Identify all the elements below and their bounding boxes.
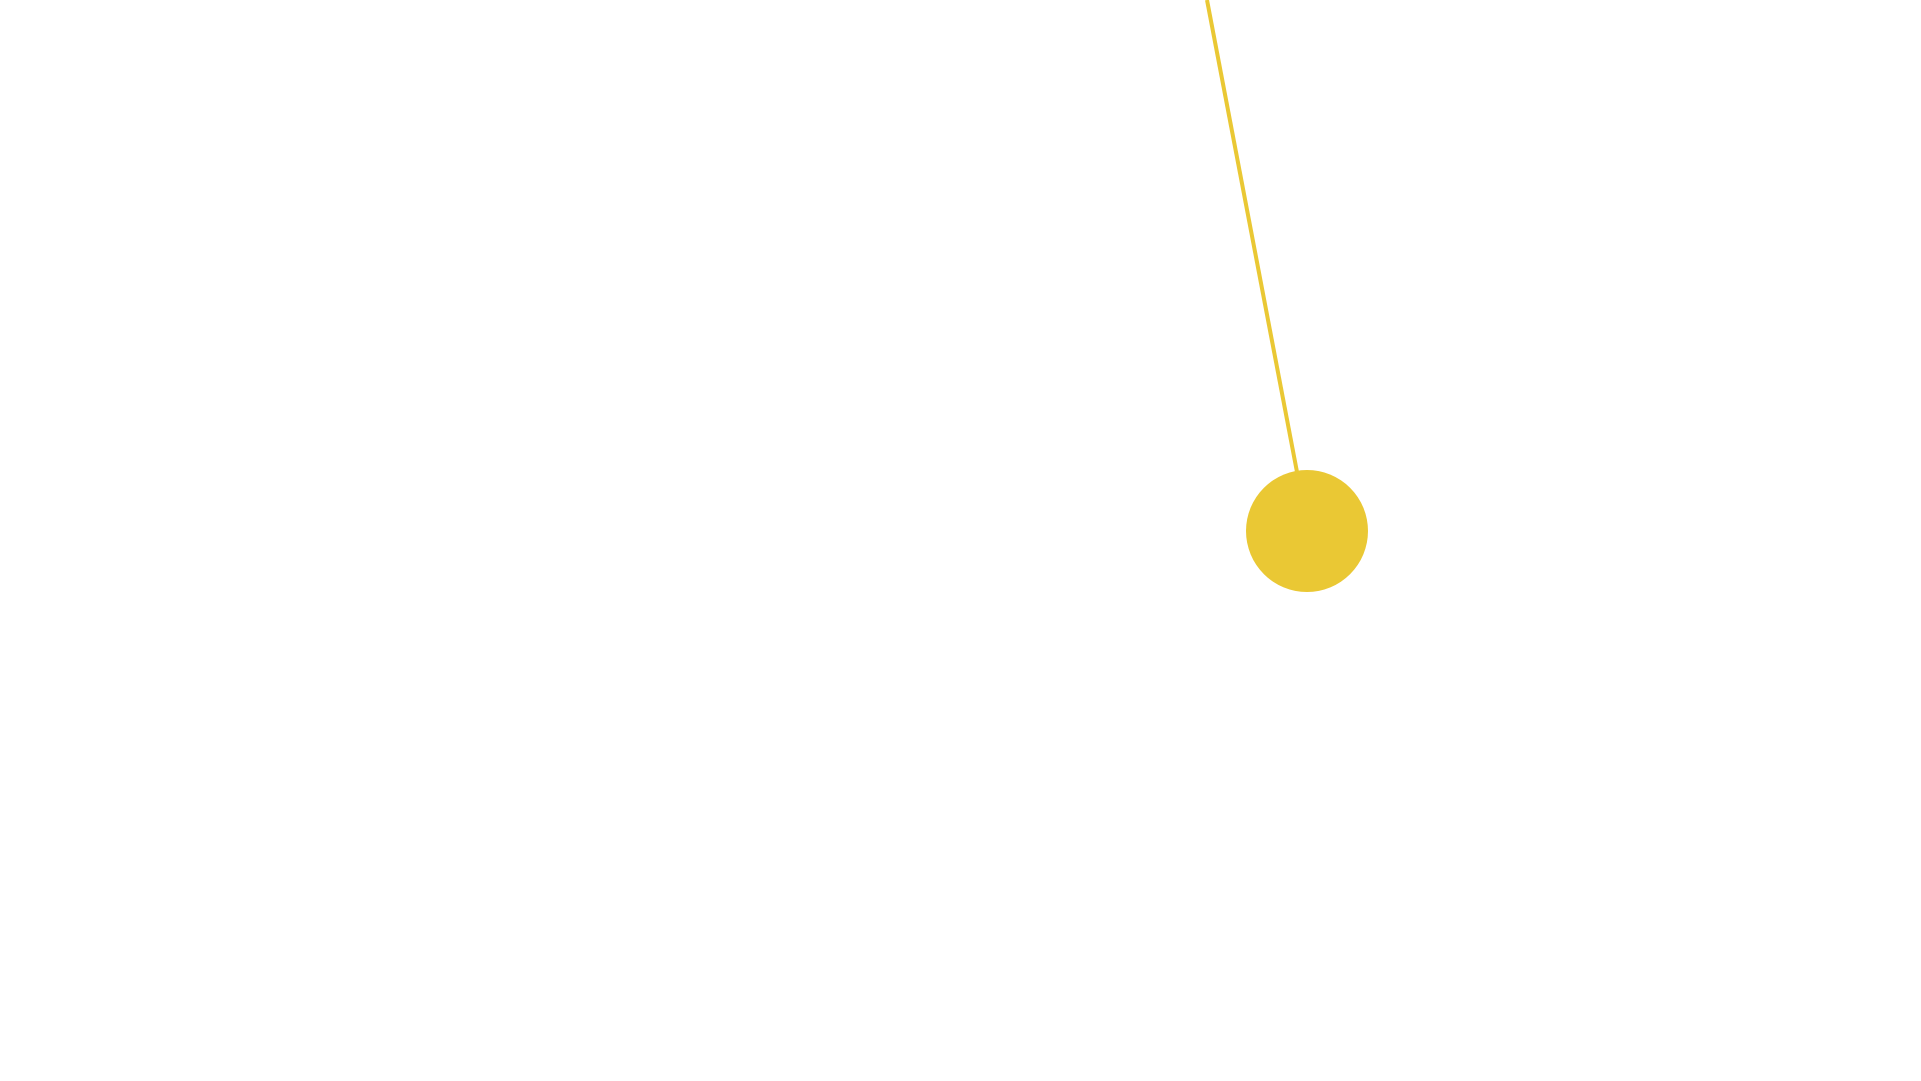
pendulum-string <box>1205 0 1299 473</box>
pendulum-bob <box>1246 470 1368 592</box>
